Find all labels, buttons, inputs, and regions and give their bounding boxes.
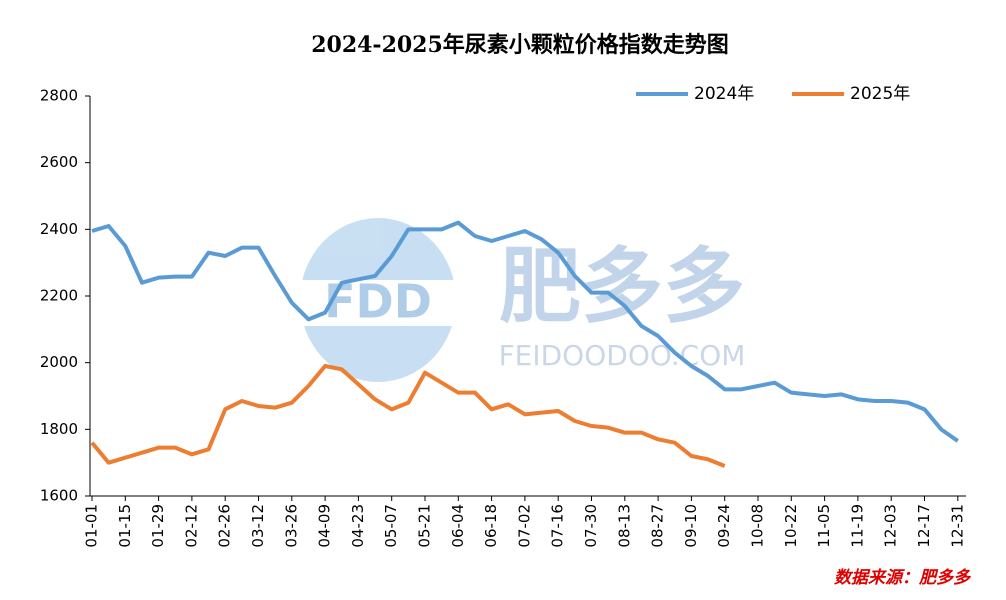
x-tick-label: 07-16 <box>549 504 567 548</box>
x-tick-label: 01-01 <box>83 504 101 548</box>
x-tick-label: 08-13 <box>615 504 633 548</box>
y-tick-label: 2000 <box>40 353 78 371</box>
y-tick-label: 2400 <box>40 220 78 238</box>
x-tick-label: 11-05 <box>815 504 833 548</box>
y-tick-label: 2600 <box>40 153 78 171</box>
y-tick-label: 1800 <box>40 420 78 438</box>
x-tick-label: 01-15 <box>116 504 134 548</box>
y-tick-label: 1600 <box>40 487 78 505</box>
y-tick-label: 2800 <box>40 87 78 105</box>
x-tick-label: 06-18 <box>482 504 500 548</box>
source-note: 数据来源：肥多多 <box>834 568 972 588</box>
x-tick-label: 05-07 <box>382 504 400 548</box>
series-line <box>90 364 726 468</box>
x-tick-label: 10-08 <box>749 504 767 548</box>
x-tick-label: 09-10 <box>682 504 700 548</box>
y-tick-label: 2200 <box>40 287 78 305</box>
x-tick-label: 11-19 <box>848 504 866 548</box>
x-tick-label: 02-12 <box>182 504 200 548</box>
legend-label: 2024年 <box>694 84 754 104</box>
x-tick-label: 01-29 <box>149 504 167 548</box>
x-tick-label: 10-22 <box>782 504 800 548</box>
x-tick-label: 03-26 <box>282 504 300 548</box>
legend-label: 2025年 <box>850 84 910 104</box>
x-tick-label: 06-04 <box>449 504 467 548</box>
x-tick-label: 09-24 <box>715 504 733 548</box>
x-tick-label: 05-21 <box>416 504 434 548</box>
chart-title: 2024-2025年尿素小颗粒价格指数走势图 <box>311 32 729 58</box>
x-tick-label: 12-17 <box>915 504 933 548</box>
x-tick-label: 12-03 <box>882 504 900 548</box>
watermark: FDD 肥多多 FEIDOODOO.COM <box>300 218 745 382</box>
x-tick-label: 08-27 <box>649 504 667 548</box>
x-tick-label: 07-30 <box>582 504 600 548</box>
x-tick-label: 03-12 <box>249 504 267 548</box>
watermark-name: 肥多多 <box>499 239 745 334</box>
watermark-url: FEIDOODOO.COM <box>499 339 746 372</box>
watermark-band <box>300 280 460 326</box>
x-tick-label: 04-09 <box>316 504 334 548</box>
x-tick-label: 07-02 <box>515 504 533 548</box>
series-line <box>91 220 959 443</box>
x-tick-label: 12-31 <box>948 504 966 548</box>
x-tick-label: 04-23 <box>349 504 367 548</box>
x-tick-label: 02-26 <box>216 504 234 548</box>
